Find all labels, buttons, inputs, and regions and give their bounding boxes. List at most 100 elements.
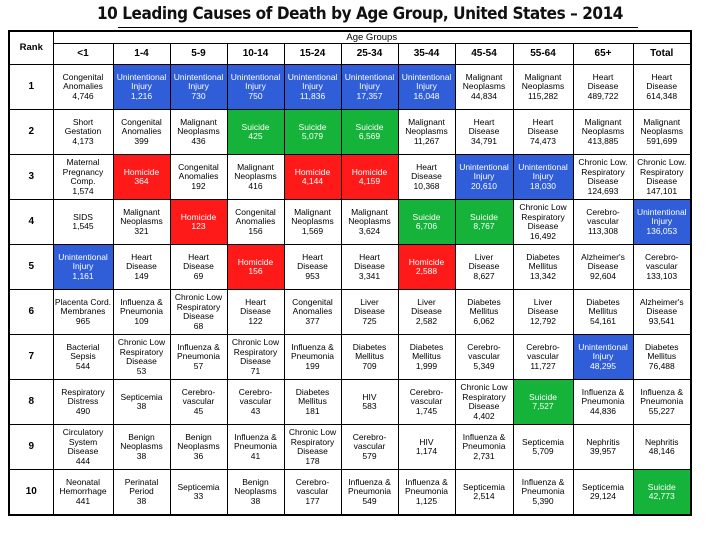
death-count: 364 (134, 176, 149, 186)
table-row: 4 SIDS 1,545 Malignant Neoplasms 321 Homicide… (8, 199, 692, 245)
death-count: 192 (191, 180, 206, 191)
cause-name: Cerebro- vascular (526, 341, 560, 362)
death-count: 436 (191, 135, 206, 146)
cause-cell: Diabetes Mellitus 1,999 (397, 334, 456, 380)
death-count: 149 (134, 270, 149, 281)
table-row: 7 Bacterial Sepsis 544 Chronic Low Respirat… (8, 334, 692, 380)
cause-cell: Bacterial Sepsis 544 (52, 334, 114, 380)
cause-name: Cerebro- vascular (352, 431, 387, 452)
cause-name: Malignant Neoplasms (405, 116, 448, 137)
cause-cell: Perinatal Period 38 (112, 469, 171, 516)
cause-cell: Unintentional Injury 48,295 (572, 334, 634, 380)
cause-name: Cerebro- vascular (295, 476, 330, 497)
death-count: 178 (305, 455, 320, 466)
cause-cell: HIV 583 (340, 379, 399, 425)
death-count: 55,227 (648, 405, 675, 416)
cause-name: Cerebro- vascular (467, 341, 501, 362)
cause-cell: Heart Disease 74,473 (512, 109, 574, 155)
cause-name: Influenza & Pneumonia (581, 386, 625, 407)
cause-cell: Congenital Anomalies 192 (169, 154, 228, 200)
death-count: 74,473 (530, 135, 556, 146)
death-count: 38 (136, 401, 147, 411)
death-count: 113,308 (587, 225, 619, 236)
death-count: 5,079 (301, 131, 324, 141)
cause-cell: Influenza & Pneumonia 57 (169, 334, 228, 380)
cause-cell: Septicemia 2,514 (454, 469, 514, 516)
cause-name: Homicide (351, 166, 388, 177)
death-count: 321 (134, 225, 149, 236)
cause-cell: Diabetes Mellitus 76,488 (632, 334, 692, 380)
rank-cell: 5 (8, 244, 54, 290)
cause-name: Septicemia (521, 436, 565, 447)
cause-cell: Heart Disease 69 (169, 244, 228, 290)
cause-cell: Malignant Neoplasms 591,699 (632, 109, 692, 155)
cause-cell: Influenza & Pneumonia 55,227 (632, 379, 692, 425)
cause-name: Suicide (470, 211, 498, 222)
cause-name: Chronic Low Respiratory Disease (174, 292, 223, 321)
cause-cell: Cerebro- vascular 133,103 (632, 244, 692, 290)
death-count: 8,767 (473, 221, 495, 231)
cause-name: Nephritis (586, 436, 620, 447)
death-count: 38 (250, 495, 261, 506)
cause-name: Congenital Anomalies (235, 206, 276, 227)
table-row: 6 Placenta Cord. Membranes 965 Influenza & … (8, 289, 692, 335)
cause-name: Chronic Low Respiratory Disease (460, 382, 508, 411)
cause-name: Heart Disease (126, 251, 157, 272)
cause-cell: Homicide 4,159 (340, 154, 399, 200)
death-count: 6,062 (473, 315, 495, 326)
cause-cell: Short Gestation 4,173 (52, 109, 114, 155)
death-count: 6,706 (415, 221, 438, 231)
cause-cell: Benign Neoplasms 38 (226, 469, 285, 516)
death-count: 953 (305, 270, 320, 281)
death-count: 20,610 (471, 180, 497, 191)
cause-cell: Heart Disease 34,791 (454, 109, 514, 155)
death-count: 4,746 (72, 90, 94, 101)
cause-cell: Heart Disease 3,341 (340, 244, 399, 290)
death-count: 177 (305, 495, 320, 506)
cause-cell: Influenza & Pneumonia 1,125 (397, 469, 456, 516)
cause-name: Malignant Neoplasms (234, 161, 277, 182)
cause-cell: Cerebro- vascular 1,745 (397, 379, 456, 425)
death-count: 425 (248, 131, 263, 141)
death-count: 1,125 (415, 495, 438, 506)
cause-cell: Suicide 8,767 (454, 199, 514, 245)
death-count: 1,999 (415, 360, 438, 371)
death-count: 725 (362, 315, 377, 326)
death-count: 709 (362, 360, 377, 371)
cause-name: Suicide (529, 391, 557, 402)
cause-cell: Influenza & Pneumonia 2,731 (454, 424, 514, 470)
column-header: 10-14 (226, 43, 285, 65)
cause-name: Unintentional Injury (116, 71, 167, 92)
death-count: 4,173 (72, 135, 94, 146)
cause-cell: Homicide 156 (226, 244, 285, 290)
death-count: 399 (134, 135, 149, 146)
death-count: 115,282 (527, 90, 559, 101)
cause-cell: Suicide 6,569 (340, 109, 399, 155)
death-count: 750 (248, 90, 263, 101)
cause-name: Cerebro- vascular (586, 206, 620, 227)
cause-name: Suicide (298, 121, 327, 132)
cause-cell: Malignant Neoplasms 436 (169, 109, 228, 155)
cause-name: Chronic Low Respiratory Disease (519, 202, 567, 231)
cause-cell: Circulatory System Disease 444 (52, 424, 114, 470)
death-count: 730 (191, 90, 206, 101)
death-count: 579 (362, 450, 377, 461)
death-count: 965 (75, 315, 91, 326)
cause-cell: Heart Disease 614,348 (632, 64, 692, 110)
cause-name: Influenza & Pneumonia (233, 431, 277, 452)
death-count: 42,773 (648, 491, 675, 501)
cause-name: Diabetes Mellitus (409, 341, 444, 362)
cause-cell: Homicide 2,588 (397, 244, 456, 290)
death-count: 416 (248, 180, 263, 191)
age-groups-header-row: Rank Age Groups (8, 30, 692, 65)
death-count: 4,159 (358, 176, 381, 186)
death-count: 1,574 (72, 185, 94, 196)
cause-cell: Liver Disease 725 (340, 289, 399, 335)
death-count: 39,957 (590, 446, 616, 456)
cause-cell: Influenza & Pneumonia 199 (283, 334, 342, 380)
cause-name: Short Gestation (64, 116, 102, 137)
cause-cell: Heart Disease 489,722 (572, 64, 634, 110)
cause-cell: Chronic Low. Respiratory Disease 147,101 (632, 154, 692, 200)
death-count: 4,144 (301, 176, 324, 186)
rank-cell: 1 (8, 64, 54, 110)
